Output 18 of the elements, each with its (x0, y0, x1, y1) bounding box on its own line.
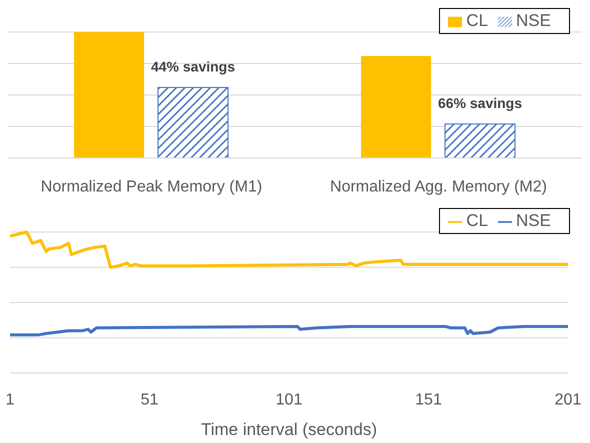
legend-label: CL (466, 211, 488, 230)
x-tick-label: 101 (276, 391, 302, 408)
legend-label: CL (466, 11, 488, 30)
annotation: 44% savings (150, 58, 236, 74)
bar (361, 56, 432, 158)
x-axis-title: Time interval (seconds) (200, 420, 378, 439)
annotation: 66% savings (438, 94, 522, 111)
x-tick-label: 201 (554, 391, 582, 408)
x-tick-label: 1 (6, 391, 15, 408)
bar (158, 86, 229, 158)
x-tick-label: Normalized Agg. Memory (M2) (330, 178, 547, 196)
bar (74, 32, 144, 158)
legend-label: NSE (516, 11, 551, 30)
x-tick-label: Normalized Peak Memory (M1) (40, 178, 262, 196)
x-tick-label: 151 (415, 391, 442, 408)
bar (444, 123, 516, 158)
legend-label: NSE (516, 211, 551, 230)
x-tick-label: 51 (140, 391, 158, 408)
